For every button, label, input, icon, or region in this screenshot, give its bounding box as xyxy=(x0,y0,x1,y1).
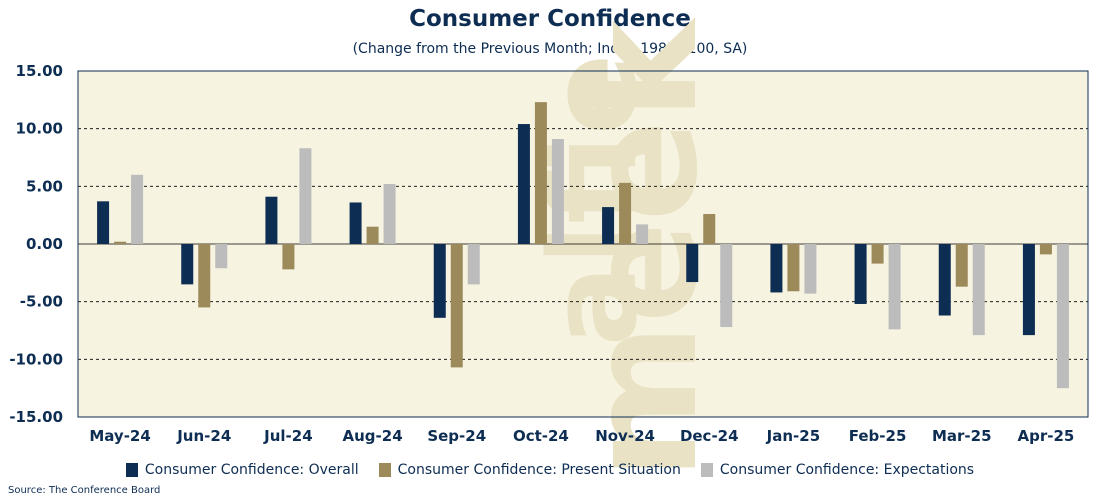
bar-present-situation xyxy=(871,244,884,264)
bar-present-situation xyxy=(534,102,547,244)
x-tick-label: Mar-25 xyxy=(932,427,992,445)
x-tick-label: Nov-24 xyxy=(595,427,655,445)
x-tick-label: Oct-24 xyxy=(513,427,569,445)
bar-expectations xyxy=(131,174,144,244)
plot-border xyxy=(77,70,1089,418)
legend-label-expectations: Consumer Confidence: Expectations xyxy=(719,462,975,478)
legend-swatch-expectations xyxy=(700,463,713,477)
bar-expectations xyxy=(888,244,901,330)
bar-overall xyxy=(97,201,110,244)
bar-expectations xyxy=(299,148,312,244)
y-tick-label: 10.00 xyxy=(16,120,63,138)
bar-overall xyxy=(349,202,362,244)
legend-swatch-present-situation xyxy=(378,463,391,477)
bar-overall xyxy=(602,207,615,244)
bar-present-situation xyxy=(198,244,211,308)
x-tick-label: May-24 xyxy=(89,427,150,445)
bar-present-situation xyxy=(703,214,716,244)
bar-present-situation xyxy=(619,182,632,244)
bar-overall xyxy=(265,196,278,244)
legend-item-present-situation: Consumer Confidence: Present Situation xyxy=(378,462,681,478)
bar-expectations xyxy=(636,224,649,244)
chart-subtitle: (Change from the Previous Month; Index 1… xyxy=(352,41,748,57)
source-note: Source: The Conference Board xyxy=(8,485,161,496)
bar-overall xyxy=(181,244,194,285)
y-tick-label: -10.00 xyxy=(9,350,63,368)
bar-present-situation xyxy=(450,244,463,368)
x-tick-label: Jan-25 xyxy=(766,427,820,445)
bar-overall xyxy=(770,244,783,293)
watermark-text-1: alfie xyxy=(525,54,664,346)
y-tick-label: -15.00 xyxy=(9,408,63,426)
bar-expectations xyxy=(215,244,228,269)
legend-label-present-situation: Consumer Confidence: Present Situation xyxy=(397,462,681,478)
legend-swatch-overall xyxy=(125,463,138,477)
bar-present-situation xyxy=(114,241,127,244)
y-tick-label: 5.00 xyxy=(26,177,63,195)
legend-label-overall: Consumer Confidence: Overall xyxy=(144,462,359,478)
bar-present-situation xyxy=(787,244,800,292)
bar-expectations xyxy=(720,244,733,328)
legend-item-overall: Consumer Confidence: Overall xyxy=(125,462,359,478)
bar-overall xyxy=(938,244,951,316)
bar-overall xyxy=(854,244,867,304)
watermark-text-2: meek xyxy=(557,17,731,480)
y-tick-label: -5.00 xyxy=(20,293,63,311)
x-tick-label: Feb-25 xyxy=(849,427,907,445)
bar-present-situation xyxy=(1039,244,1052,255)
bar-expectations xyxy=(383,184,396,244)
y-tick-label: 0.00 xyxy=(26,235,63,253)
bar-overall xyxy=(517,124,530,244)
bar-expectations xyxy=(551,139,564,244)
y-tick-label: 15.00 xyxy=(16,62,63,80)
bar-overall xyxy=(686,244,699,283)
x-tick-label: Dec-24 xyxy=(680,427,739,445)
bar-overall xyxy=(433,244,446,318)
bar-overall xyxy=(1022,244,1035,336)
legend: Consumer Confidence: Overall Consumer Co… xyxy=(0,462,1100,478)
bar-expectations xyxy=(467,244,480,285)
chart-title: Consumer Confidence xyxy=(409,6,691,32)
bar-expectations xyxy=(804,244,817,294)
x-tick-label: Sep-24 xyxy=(427,427,486,445)
bar-present-situation xyxy=(955,244,968,287)
legend-item-expectations: Consumer Confidence: Expectations xyxy=(700,462,975,478)
bar-present-situation xyxy=(366,226,379,244)
x-tick-label: Apr-25 xyxy=(1017,427,1074,445)
bar-expectations xyxy=(1056,244,1069,389)
x-tick-label: Aug-24 xyxy=(343,427,403,445)
bar-expectations xyxy=(972,244,985,336)
x-tick-label: Jun-24 xyxy=(176,427,231,445)
x-tick-label: Jul-24 xyxy=(263,427,313,445)
bar-present-situation xyxy=(282,244,295,270)
